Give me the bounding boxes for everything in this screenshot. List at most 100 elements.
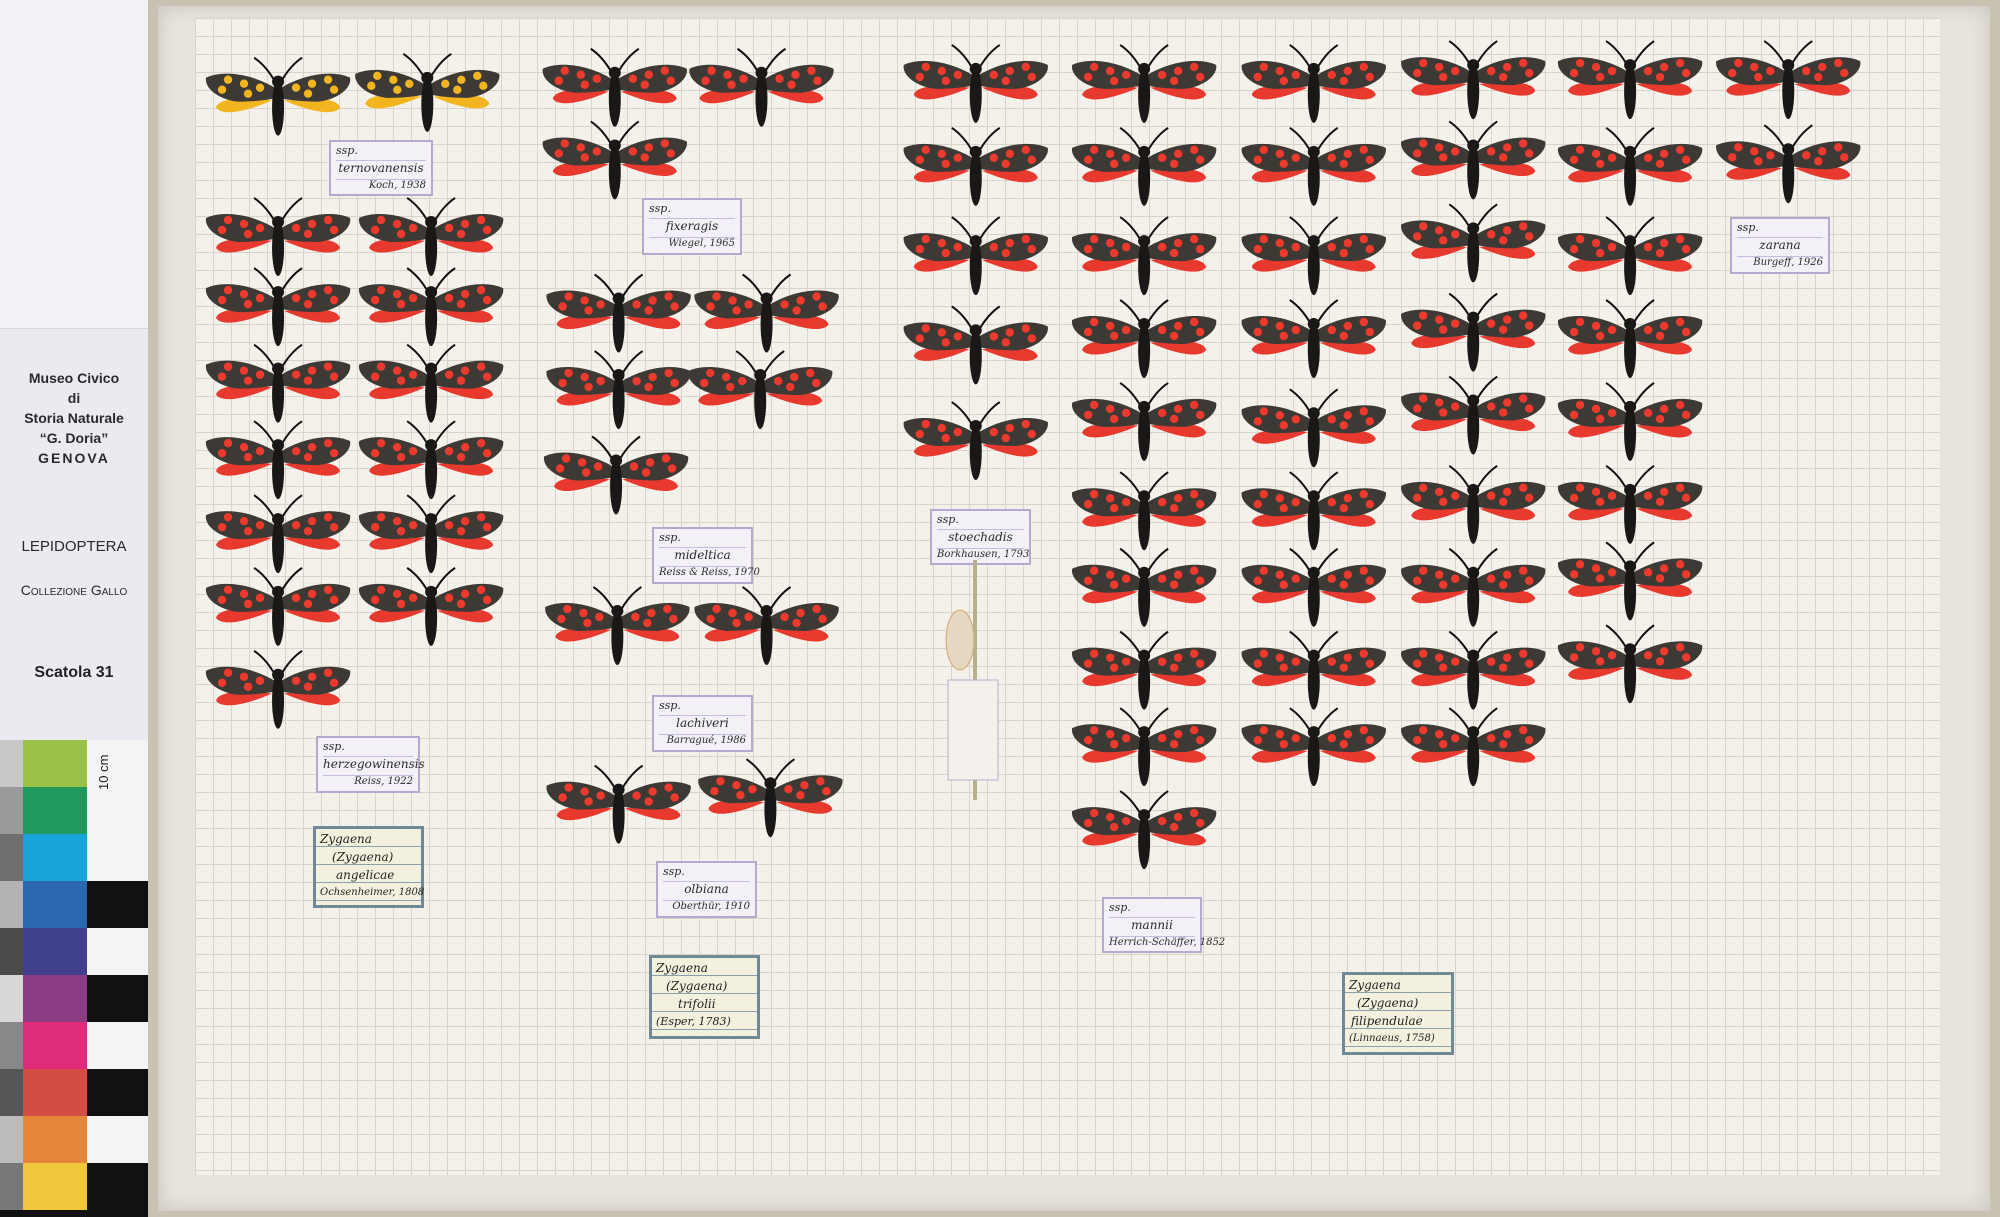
wing-spot bbox=[217, 595, 227, 605]
wing-spot bbox=[727, 80, 736, 89]
wing-spot bbox=[1659, 487, 1669, 497]
moth-specimen bbox=[205, 649, 351, 729]
antenna bbox=[406, 567, 429, 593]
forewing bbox=[903, 60, 976, 89]
moth-body bbox=[1624, 63, 1637, 120]
wing-spot bbox=[593, 462, 603, 471]
hindwing bbox=[1568, 582, 1631, 597]
wing-spot bbox=[1766, 151, 1775, 160]
moth-head bbox=[1467, 222, 1480, 235]
wing-spot bbox=[1814, 72, 1823, 82]
moth-head bbox=[608, 66, 621, 79]
wing-spot bbox=[1365, 155, 1374, 165]
moth-body bbox=[1307, 66, 1320, 123]
wing-spot bbox=[1083, 244, 1093, 254]
hindwing bbox=[1630, 505, 1693, 521]
wing-spot bbox=[307, 516, 317, 526]
wing-spot bbox=[1591, 404, 1601, 414]
grey-swatch bbox=[0, 1022, 23, 1069]
wing-spot bbox=[1487, 574, 1496, 583]
wing-spot bbox=[1291, 242, 1300, 252]
antenna bbox=[1119, 471, 1143, 497]
moth-head bbox=[610, 454, 623, 467]
wing-spot bbox=[1525, 232, 1534, 241]
moth-body bbox=[969, 66, 982, 123]
label-author: Herrich-Schäffer, 1852 bbox=[1109, 937, 1226, 948]
wing-spot bbox=[329, 372, 339, 381]
wing-spot bbox=[712, 604, 721, 614]
hindwing bbox=[556, 314, 619, 330]
wing-spot bbox=[1643, 568, 1653, 577]
wing-spot bbox=[1607, 153, 1617, 163]
antenna bbox=[590, 120, 613, 146]
wing-spot bbox=[1451, 491, 1460, 501]
forewing bbox=[205, 213, 279, 242]
hindwing bbox=[1251, 748, 1314, 763]
wing-spot bbox=[1291, 498, 1300, 507]
moth-head bbox=[425, 286, 438, 299]
wing-spot bbox=[223, 215, 233, 225]
moth-head bbox=[1307, 145, 1320, 158]
color-swatch bbox=[23, 975, 87, 1022]
forewing bbox=[1557, 481, 1631, 510]
antenna bbox=[253, 649, 276, 676]
antenna bbox=[1315, 216, 1339, 242]
wing-spot bbox=[1487, 319, 1496, 328]
moth-body bbox=[1467, 315, 1480, 372]
wing-spot bbox=[1279, 580, 1288, 589]
wing-spot bbox=[367, 81, 376, 91]
antenna bbox=[1146, 299, 1169, 325]
wing-spot bbox=[1439, 408, 1448, 417]
wing-spot bbox=[1655, 414, 1665, 424]
wing-spot bbox=[1109, 331, 1119, 341]
hindwing bbox=[1630, 582, 1693, 597]
wing-spot bbox=[796, 296, 805, 305]
hindwing bbox=[556, 391, 619, 406]
antenna bbox=[253, 420, 276, 446]
forewing bbox=[1401, 647, 1474, 676]
wing-spot bbox=[1681, 653, 1691, 662]
label-name: ternovanensis bbox=[336, 161, 426, 180]
moth-head bbox=[969, 145, 982, 158]
antenna bbox=[433, 267, 456, 293]
wing-spot bbox=[303, 229, 313, 239]
wing-spot bbox=[816, 776, 825, 786]
forewing bbox=[618, 367, 691, 396]
hindwing bbox=[1726, 165, 1789, 180]
wing-spot bbox=[1083, 155, 1093, 165]
antenna bbox=[1146, 707, 1169, 733]
wing-spot bbox=[579, 608, 588, 618]
antenna bbox=[1632, 624, 1655, 650]
label-species: trifolii bbox=[678, 997, 716, 1011]
wing-spot bbox=[953, 427, 962, 437]
forewing bbox=[975, 418, 1048, 447]
moth-specimen bbox=[1401, 630, 1546, 710]
wing-spot bbox=[1343, 653, 1352, 662]
forewing bbox=[1630, 558, 1703, 587]
wing-spot bbox=[1728, 68, 1737, 78]
wing-spot bbox=[726, 382, 735, 392]
wing-spot bbox=[989, 242, 998, 252]
wing-spot bbox=[1027, 334, 1036, 343]
label-name: mannii bbox=[1109, 918, 1195, 937]
wing-spot bbox=[953, 242, 962, 252]
wing-spot bbox=[1840, 68, 1849, 78]
moth-head bbox=[1467, 726, 1480, 739]
wing-spot bbox=[307, 219, 317, 229]
forewing bbox=[1630, 233, 1703, 262]
moth-head bbox=[1624, 145, 1637, 158]
wing-spot bbox=[700, 378, 709, 388]
antenna bbox=[1475, 707, 1498, 733]
antenna bbox=[1448, 464, 1472, 491]
wing-spot bbox=[1569, 327, 1579, 337]
antenna bbox=[1448, 630, 1472, 657]
wing-spot bbox=[1291, 733, 1300, 743]
forewing bbox=[1313, 316, 1386, 345]
wing-spot bbox=[1105, 653, 1115, 662]
hindwing bbox=[1251, 84, 1314, 100]
wing-spot bbox=[1359, 234, 1368, 244]
moth-head bbox=[1307, 726, 1320, 739]
wing-spot bbox=[648, 296, 657, 305]
moth-specimen bbox=[205, 56, 351, 136]
wing-spot bbox=[1195, 155, 1205, 165]
